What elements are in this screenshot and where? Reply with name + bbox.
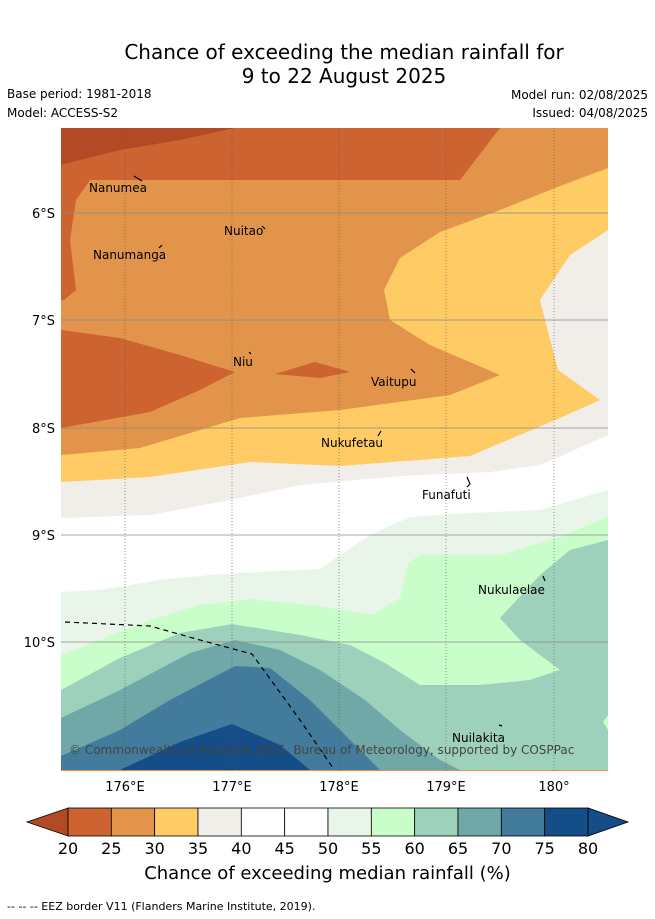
colorbar-cell (500, 807, 546, 837)
title-line-2: 9 to 22 August 2025 (241, 64, 447, 88)
place-label-nuitao: Nuitao (224, 224, 263, 238)
eez-legend-note: -- -- -- EEZ border V11 (Flanders Marine… (7, 900, 316, 913)
colorbar-cell (110, 807, 156, 837)
colorbar-tick-label: 65 (448, 839, 468, 858)
place-label-nukufetau: Nukufetau (321, 436, 383, 450)
island-shapes (133, 175, 546, 727)
colorbar-tick-label: 50 (318, 839, 338, 858)
model-name: Model: ACCESS-S2 (7, 106, 119, 120)
place-labels: Nanumea Nuitao Nanumanga Niu Vaitupu Nuk… (89, 181, 545, 745)
x-axis-ticks: 176°E 177°E 178°E 179°E 180° (105, 780, 569, 795)
colorbar-tick-label: 45 (274, 839, 294, 858)
place-label-funafuti: Funafuti (422, 488, 471, 502)
colorbar-tick-label: 25 (101, 839, 121, 858)
y-tick-label: 6°S (32, 207, 55, 222)
colorbar-tick-label: 30 (144, 839, 164, 858)
colorbar-tick-label: 75 (534, 839, 554, 858)
colorbar-cell (457, 807, 502, 837)
base-period: Base period: 1981-2018 (7, 87, 152, 101)
gridlines (124, 128, 555, 771)
colorbar-tick-label: 40 (231, 839, 251, 858)
place-label-nanumanga: Nanumanga (93, 248, 166, 262)
colorbar-tick-label: 70 (491, 839, 511, 858)
colorbar-cell (544, 807, 589, 837)
y-tick-label: 10°S (24, 636, 55, 651)
x-tick-label: 176°E (105, 780, 145, 795)
y-tick-label: 8°S (32, 422, 55, 437)
y-tick-label: 7°S (32, 314, 55, 329)
map-title: Chance of exceeding the median rainfall … (0, 40, 655, 88)
issued-date: Issued: 04/08/2025 (532, 106, 648, 120)
y-axis-ticks: 6°S 7°S 8°S 9°S 10°S (24, 207, 55, 651)
x-tick-label: 178°E (319, 780, 359, 795)
colorbar-label: Chance of exceeding median rainfall (%) (144, 863, 511, 884)
colorbar-tick-label: 55 (361, 839, 381, 858)
copyright-notice: © Commonwealth of Australia 2025, Bureau… (69, 743, 574, 757)
colorbar-cell (197, 807, 242, 837)
x-tick-label: 179°E (426, 780, 466, 795)
x-tick-label: 177°E (212, 780, 252, 795)
colorbar-high-extend (587, 807, 630, 837)
eez-border (64, 621, 334, 769)
colorbar-cell (154, 807, 199, 837)
colorbar-cell (284, 807, 329, 837)
place-label-niu: Niu (233, 355, 253, 369)
colorbar-cell (327, 807, 372, 837)
colorbar-tick-label: 35 (188, 839, 208, 858)
y-tick-label: 9°S (32, 529, 55, 544)
place-label-vaitupu: Vaitupu (371, 375, 417, 389)
contour-fill: Nanumea Nuitao Nanumanga Niu Vaitupu Nuk… (61, 128, 608, 771)
model-run: Model run: 02/08/2025 (510, 88, 648, 102)
colorbar-tick-label: 60 (404, 839, 424, 858)
colorbar-tick-label: 80 (578, 839, 598, 858)
lat-gridlines (61, 212, 608, 643)
place-label-nuilakita: Nuilakita (452, 731, 505, 745)
colorbar-cell (67, 807, 112, 837)
colorbar-cell (414, 807, 459, 837)
place-label-nanumea: Nanumea (89, 181, 147, 195)
place-label-nukulaelae: Nukulaelae (478, 583, 545, 597)
colorbar-cell (370, 807, 416, 837)
colorbar: 20 25 30 35 40 45 50 55 60 65 70 75 80 (25, 807, 630, 858)
colorbar-cell (240, 807, 286, 837)
title-line-1: Chance of exceeding the median rainfall … (124, 40, 564, 64)
x-tick-label: 180° (538, 780, 569, 795)
colorbar-low-extend (25, 807, 69, 837)
colorbar-tick-label: 20 (58, 839, 78, 858)
